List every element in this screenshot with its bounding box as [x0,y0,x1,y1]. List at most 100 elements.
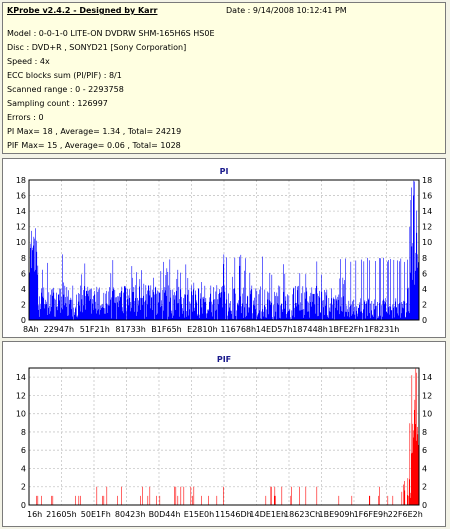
y-tick-label-right: 2 [422,483,427,492]
y-tick-label-right: 8 [422,428,427,437]
bar [375,306,377,320]
bar [407,288,409,320]
bar [128,305,129,320]
bar [152,310,153,320]
bar [300,302,301,320]
bar [200,298,201,320]
bar [344,280,345,320]
bar [58,294,59,320]
y-tick-label-left: 0 [21,501,26,510]
bar [373,303,374,320]
bar [200,293,202,320]
bar [202,297,204,320]
bar [359,304,360,320]
bar [117,495,118,505]
bar [201,282,202,320]
bar [416,440,418,505]
bar [280,305,281,320]
bar [307,311,308,320]
bar [375,261,376,320]
bar [281,486,283,505]
y-tick-label-left: 8 [21,254,26,263]
bar [37,495,39,505]
bar [285,296,287,320]
bar [32,250,33,320]
bar [180,272,181,320]
bar [349,307,350,320]
bar [132,292,134,320]
bar [125,288,126,320]
bar [57,310,58,320]
bar [182,313,184,320]
bar [204,285,206,320]
bar [185,264,187,320]
bar [161,300,162,320]
bar [191,291,193,320]
bar [216,309,217,320]
bar [245,317,247,320]
bar [208,310,210,320]
bar [398,304,399,320]
bar [117,296,119,320]
bar [355,318,356,320]
bar [205,301,206,320]
bar [33,245,34,320]
bar [79,305,80,320]
bar [199,317,201,320]
bar [378,495,379,505]
bar [325,292,327,320]
x-tick-label: B1F65h [151,325,181,334]
bar [48,292,50,320]
bar [38,305,39,320]
bar [52,295,53,320]
bar [170,289,172,320]
bar [82,295,84,320]
bar [119,300,121,320]
bar [163,261,164,320]
bar [100,305,101,320]
bar [260,286,261,320]
bar [60,288,62,320]
bar [245,258,246,320]
bar [74,314,75,320]
bar [150,285,152,320]
bar [395,298,397,320]
bar [61,296,62,320]
info-panel: KProbe v2.4.2 - Designed by Karr Date : … [2,2,446,154]
bar [351,495,353,505]
bar [39,296,40,320]
bar [283,291,285,320]
bar [119,292,120,320]
bar [134,311,136,320]
x-tick-label: 8Ah [23,325,39,334]
y-tick-label-left: 6 [21,446,26,455]
bar [331,288,332,320]
bar [338,299,339,320]
bar [180,289,182,320]
info-errors: Errors : 0 [7,113,44,122]
bar [173,315,175,320]
bar [409,479,410,505]
bar [332,318,334,320]
bar [411,453,412,505]
bar [338,294,340,320]
bar [160,271,162,320]
bar [250,290,252,320]
bar [145,285,147,320]
bar [37,274,38,320]
bar [378,315,380,320]
bar [75,308,76,320]
bar [246,303,248,320]
bar [396,307,398,320]
bar [189,301,191,320]
bar [322,300,324,320]
bar [271,302,272,320]
bar [341,297,343,320]
bar [172,318,173,320]
x-tick-label: 21605h [46,510,77,519]
bar [165,290,166,320]
y-tick-label-right: 16 [422,192,432,201]
x-tick-label: 14DE1Eh [249,510,286,519]
bar [387,495,389,505]
bar [110,299,111,320]
